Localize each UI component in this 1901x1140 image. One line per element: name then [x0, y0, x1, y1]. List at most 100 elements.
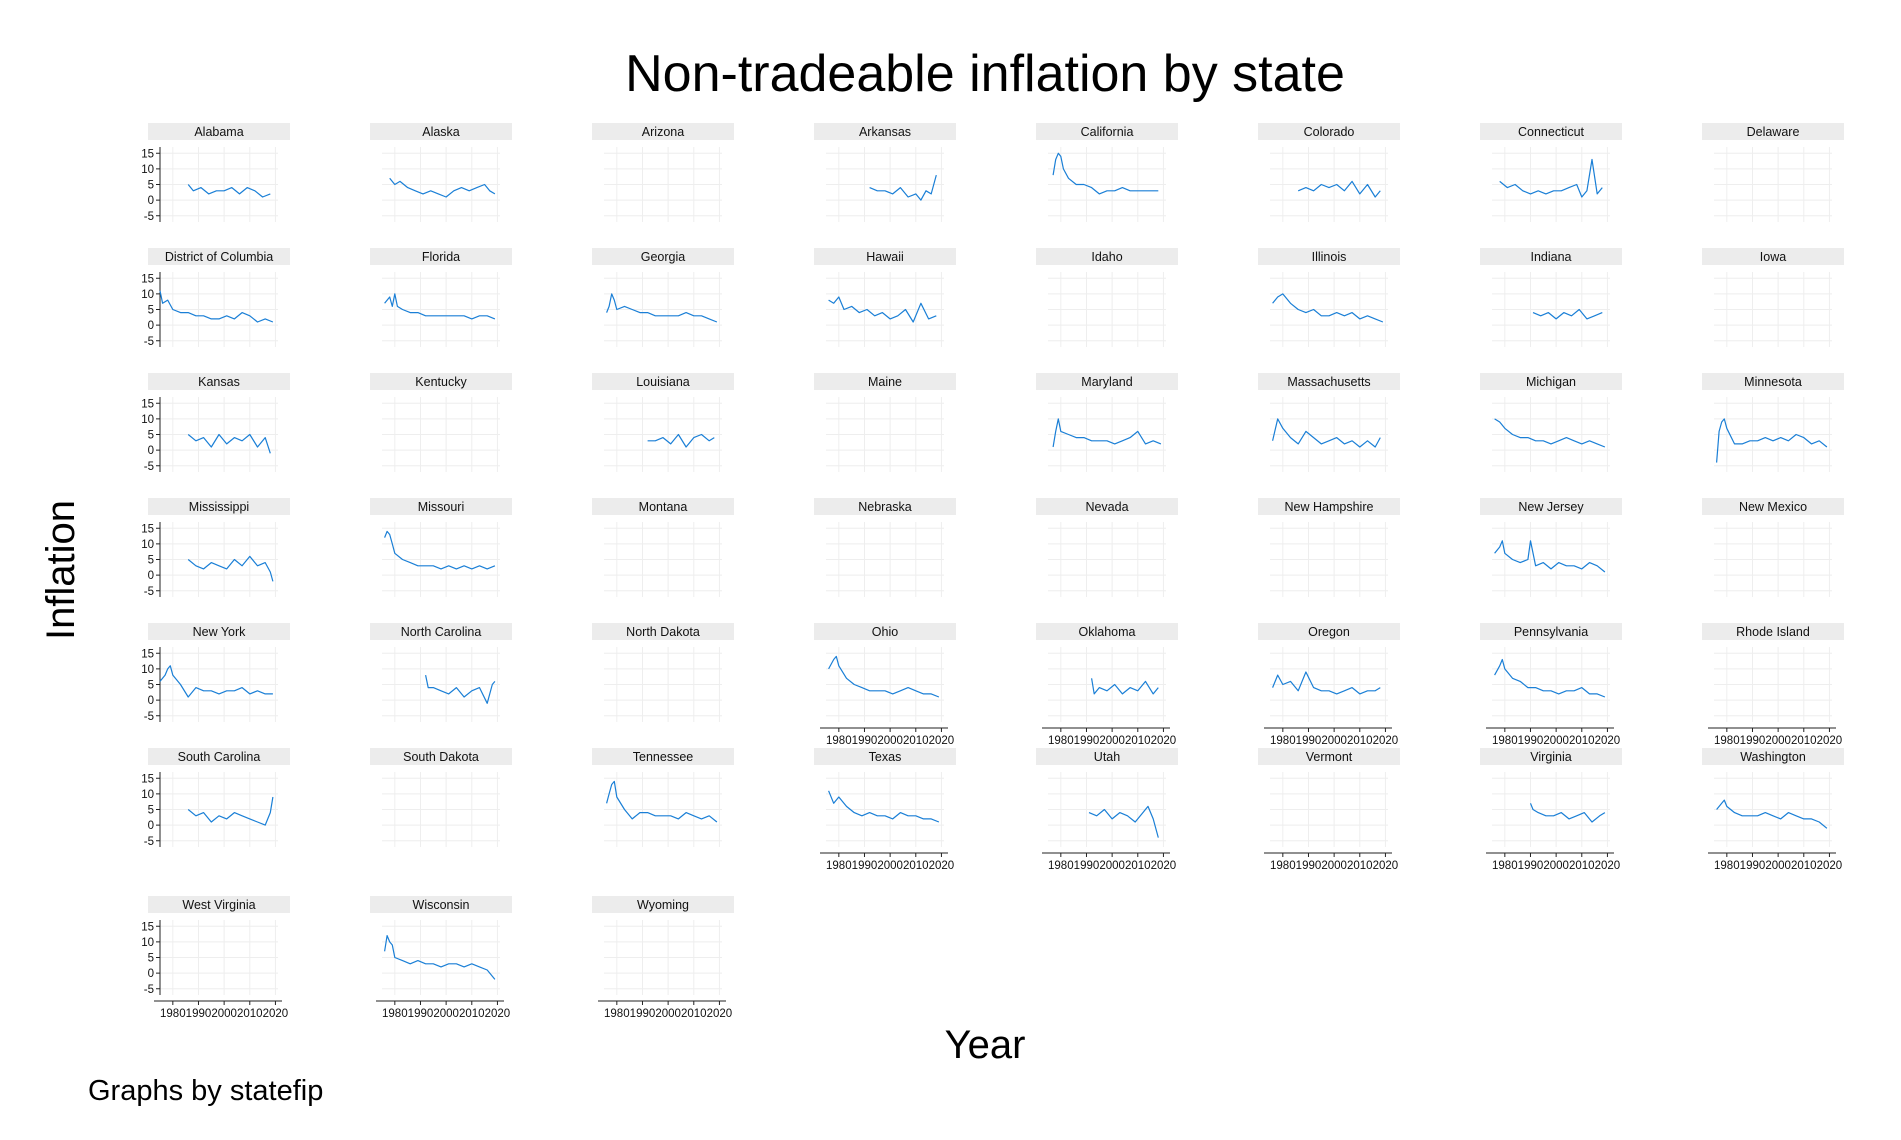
panel: Oklahoma 1980 1990 2000 2010 2020: [1036, 623, 1178, 747]
panel: Georgia: [592, 248, 734, 347]
panel-header: [148, 896, 290, 913]
panel-title: New York: [193, 625, 247, 639]
panel: Washington 1980 1990 2000 2010 2020: [1702, 748, 1844, 872]
series-line: [1494, 540, 1606, 573]
y-tick-label: 10: [141, 164, 154, 176]
y-tick-label: 0: [148, 195, 154, 207]
x-tick-label: 2010: [903, 860, 929, 872]
x-tick-label: 1980: [1492, 860, 1518, 872]
x-tick-label: 1990: [1740, 735, 1766, 747]
x-tick-label: 2000: [1321, 860, 1347, 872]
panel: Delaware: [1702, 123, 1844, 222]
x-tick-label: 2000: [433, 1008, 459, 1020]
x-tick-label: 2010: [1569, 860, 1595, 872]
panel: Maryland: [1036, 373, 1178, 472]
panel-header: [1258, 373, 1400, 390]
x-tick-label: 2000: [1099, 860, 1125, 872]
x-tick-label: 2000: [1765, 735, 1791, 747]
y-tick-label: 15: [141, 523, 154, 535]
panel-header: [1480, 373, 1622, 390]
panel: Indiana: [1480, 248, 1622, 347]
x-tick-label: 2020: [1817, 860, 1843, 872]
panel-header: [1702, 373, 1844, 390]
panel-title: Virginia: [1530, 750, 1572, 764]
x-tick-label: 1990: [408, 1008, 434, 1020]
panel-header: [1036, 748, 1178, 765]
panel: Ohio 1980 1990 2000 2010 2020: [814, 623, 956, 747]
panel: South Carolina -5 0 5 10 15: [141, 748, 290, 848]
y-tick-label: 15: [141, 773, 154, 785]
y-tick-label: 5: [148, 680, 154, 692]
y-tick-label: 5: [148, 180, 154, 192]
panel-header: [1036, 373, 1178, 390]
series-line: [647, 433, 715, 448]
x-tick-label: 1980: [1492, 735, 1518, 747]
x-tick-label: 1980: [1714, 860, 1740, 872]
panel: North Carolina: [370, 623, 512, 722]
y-tick-label: 10: [141, 414, 154, 426]
series-line: [1272, 671, 1381, 695]
panel-header: [148, 623, 290, 640]
panel: Idaho: [1036, 248, 1178, 347]
panel-title: Massachusetts: [1287, 375, 1370, 389]
panel-title: Oklahoma: [1079, 625, 1136, 639]
y-tick-label: 5: [148, 305, 154, 317]
x-tick-label: 2010: [681, 1008, 707, 1020]
series-line: [384, 293, 496, 320]
series-line: [389, 177, 496, 198]
x-tick-label: 1990: [1518, 735, 1544, 747]
panel: Alaska: [370, 123, 512, 222]
panel-title: Wisconsin: [413, 898, 470, 912]
x-tick-label: 1990: [852, 860, 878, 872]
panel-title: Missouri: [418, 500, 465, 514]
panel-header: [592, 896, 734, 913]
panel: Tennessee: [592, 748, 734, 847]
series-line: [187, 796, 274, 826]
x-tick-label: 2000: [1099, 735, 1125, 747]
panel-header: [1480, 498, 1622, 515]
panel-header: [1258, 498, 1400, 515]
panel-title: Delaware: [1747, 125, 1800, 139]
panel: District of Columbia -5 0 5 10 15: [141, 248, 290, 348]
panel-title: Illinois: [1312, 250, 1347, 264]
y-tick-label: 0: [148, 320, 154, 332]
y-tick-label: 0: [148, 968, 154, 980]
panel: New Mexico: [1702, 498, 1844, 597]
panel-header: [1480, 123, 1622, 140]
panel-header: [148, 373, 290, 390]
panel: New Jersey: [1480, 498, 1622, 597]
series-line: [606, 780, 718, 823]
panel: Kentucky: [370, 373, 512, 472]
y-tick-label: -5: [144, 461, 154, 473]
panel-title: Ohio: [872, 625, 898, 639]
series-line: [187, 555, 274, 582]
panel-title: Oregon: [1308, 625, 1350, 639]
panel: Vermont 1980 1990 2000 2010 2020: [1258, 748, 1400, 872]
x-tick-label: 2010: [1791, 735, 1817, 747]
y-tick-label: 15: [141, 648, 154, 660]
x-tick-label: 2020: [263, 1008, 289, 1020]
panel-title: Alabama: [194, 125, 243, 139]
panel-header: [814, 373, 956, 390]
panel-header: [592, 748, 734, 765]
panel-title: Nevada: [1085, 500, 1128, 514]
panel: Pennsylvania 1980 1990 2000 2010 2020: [1480, 623, 1622, 747]
panel: Texas 1980 1990 2000 2010 2020: [814, 748, 956, 872]
y-tick-label: 5: [148, 805, 154, 817]
panel-title: Mississippi: [189, 500, 249, 514]
panel-header: [370, 123, 512, 140]
panel-title: Nebraska: [858, 500, 912, 514]
x-tick-label: 2010: [1125, 735, 1151, 747]
panel: Wisconsin 1980 1990 2000 2010 2020: [370, 896, 512, 1020]
panel: Rhode Island 1980 1990 2000 2010 2020: [1702, 623, 1844, 747]
panel-title: Tennessee: [633, 750, 694, 764]
x-tick-label: 1980: [1270, 860, 1296, 872]
panel: Florida: [370, 248, 512, 347]
panel-title: Maine: [868, 375, 902, 389]
graphs-by-note: Graphs by statefip: [88, 1075, 323, 1107]
panel: Colorado: [1258, 123, 1400, 222]
panel-header: [148, 498, 290, 515]
x-tick-label: 2020: [1151, 735, 1177, 747]
series-line: [1532, 308, 1603, 320]
x-tick-label: 2020: [1595, 860, 1621, 872]
